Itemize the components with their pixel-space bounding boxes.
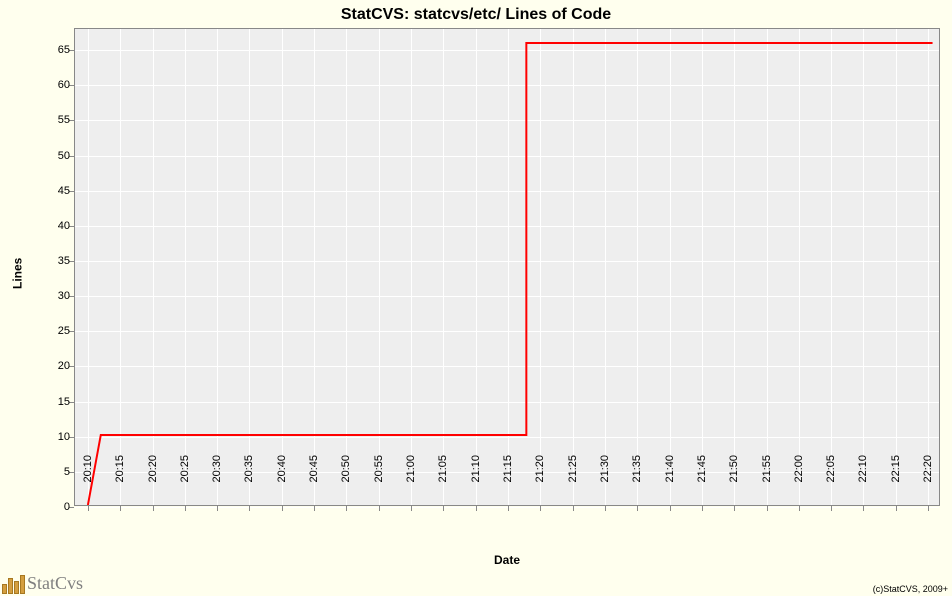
- gridline-v: [540, 29, 541, 505]
- gridline-h: [75, 366, 939, 367]
- xtick-label: 22:20: [922, 455, 934, 483]
- gridline-v: [153, 29, 154, 505]
- xtick-label: 21:55: [761, 455, 773, 483]
- gridline-v: [670, 29, 671, 505]
- gridline-h: [75, 85, 939, 86]
- gridline-v: [185, 29, 186, 505]
- xtick-label: 22:15: [890, 455, 902, 483]
- gridline-h: [75, 120, 939, 121]
- gridline-h: [75, 226, 939, 227]
- xtick-label: 22:10: [857, 455, 869, 483]
- xtick-label: 20:30: [211, 455, 223, 483]
- gridline-v: [443, 29, 444, 505]
- ytick-label: 50: [58, 150, 70, 162]
- x-axis-label: Date: [494, 553, 520, 567]
- ytick-label: 5: [64, 466, 70, 478]
- footer-logo-text: StatCvs: [27, 573, 83, 594]
- gridline-v: [120, 29, 121, 505]
- logo-bar: [20, 575, 25, 594]
- gridline-h: [75, 156, 939, 157]
- xtick-label: 21:00: [405, 455, 417, 483]
- gridline-v: [831, 29, 832, 505]
- xtick-label: 22:00: [793, 455, 805, 483]
- xtick-label: 21:40: [664, 455, 676, 483]
- gridline-v: [314, 29, 315, 505]
- ytick-label: 10: [58, 431, 70, 443]
- ytick-label: 45: [58, 185, 70, 197]
- xtick-label: 21:35: [631, 455, 643, 483]
- xtick-label: 21:25: [567, 455, 579, 483]
- xtick-label: 20:55: [373, 455, 385, 483]
- xtick-label: 20:50: [340, 455, 352, 483]
- ytick-label: 15: [58, 396, 70, 408]
- gridline-v: [799, 29, 800, 505]
- footer-logo: StatCvs: [2, 572, 83, 594]
- ytick-label: 55: [58, 114, 70, 126]
- ytick-label: 60: [58, 79, 70, 91]
- logo-bar: [14, 581, 19, 594]
- ytick-label: 0: [64, 501, 70, 513]
- gridline-v: [734, 29, 735, 505]
- gridline-h: [75, 191, 939, 192]
- gridline-v: [249, 29, 250, 505]
- xtick-label: 20:20: [147, 455, 159, 483]
- xtick-label: 20:40: [276, 455, 288, 483]
- xtick-label: 22:05: [825, 455, 837, 483]
- ytick-label: 40: [58, 220, 70, 232]
- plot-area: 05101520253035404550556065 20:1020:1520:…: [74, 28, 940, 506]
- gridline-v: [508, 29, 509, 505]
- gridline-v: [637, 29, 638, 505]
- gridline-v: [411, 29, 412, 505]
- gridline-h: [75, 331, 939, 332]
- gridline-v: [605, 29, 606, 505]
- gridline-v: [476, 29, 477, 505]
- ytick-label: 25: [58, 325, 70, 337]
- xtick-label: 21:20: [534, 455, 546, 483]
- logo-bars-icon: [2, 572, 25, 594]
- xtick-label: 20:15: [114, 455, 126, 483]
- gridline-v: [573, 29, 574, 505]
- xtick-label: 21:30: [599, 455, 611, 483]
- ytick-label: 35: [58, 255, 70, 267]
- logo-bar: [8, 578, 13, 594]
- gridline-v: [88, 29, 89, 505]
- gridline-v: [346, 29, 347, 505]
- gridline-v: [379, 29, 380, 505]
- gridline-h: [75, 261, 939, 262]
- xtick-label: 20:25: [179, 455, 191, 483]
- gridline-v: [702, 29, 703, 505]
- y-axis-label: Lines: [11, 258, 25, 289]
- xtick-label: 21:05: [437, 455, 449, 483]
- gridline-h: [75, 50, 939, 51]
- chart-title: StatCVS: statcvs/etc/ Lines of Code: [0, 0, 952, 24]
- gridline-v: [217, 29, 218, 505]
- xtick-label: 21:50: [728, 455, 740, 483]
- xtick-label: 21:15: [502, 455, 514, 483]
- xtick-label: 21:45: [696, 455, 708, 483]
- gridline-h: [75, 296, 939, 297]
- ytick-label: 20: [58, 360, 70, 372]
- gridline-v: [863, 29, 864, 505]
- ytick-label: 65: [58, 44, 70, 56]
- gridline-h: [75, 402, 939, 403]
- xtick-label: 21:10: [470, 455, 482, 483]
- gridline-h: [75, 437, 939, 438]
- ytick-label: 30: [58, 290, 70, 302]
- gridline-v: [896, 29, 897, 505]
- gridline-v: [767, 29, 768, 505]
- xtick-label: 20:45: [308, 455, 320, 483]
- gridline-v: [282, 29, 283, 505]
- copyright-text: (c)StatCVS, 2009+: [873, 584, 948, 594]
- data-line: [75, 29, 939, 505]
- xtick-label: 20:10: [82, 455, 94, 483]
- chart-wrapper: Lines 05101520253035404550556065 20:1020…: [50, 28, 940, 536]
- xtick-label: 20:35: [243, 455, 255, 483]
- gridline-v: [928, 29, 929, 505]
- logo-bar: [2, 584, 7, 594]
